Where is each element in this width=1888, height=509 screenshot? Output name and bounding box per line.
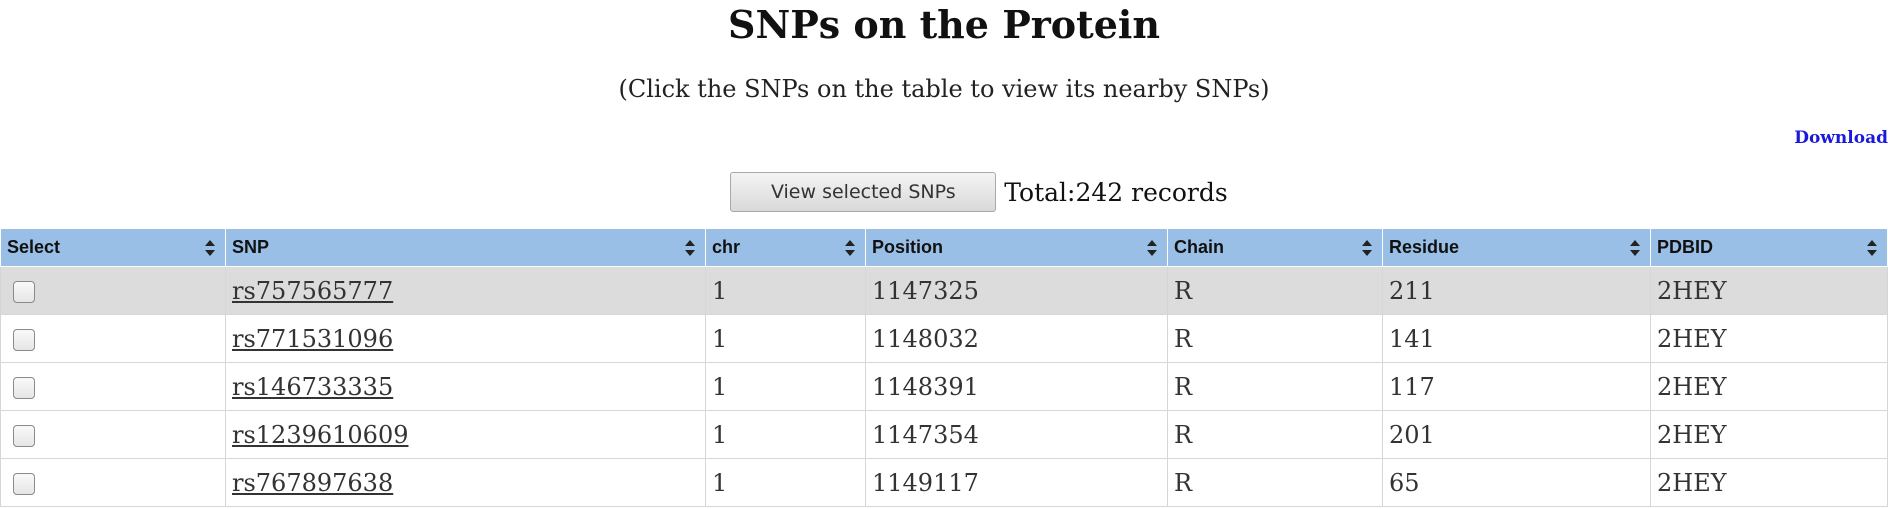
position-cell: 1148032 xyxy=(865,314,1168,363)
snp-cell: rs1239610609 xyxy=(225,410,706,459)
page-subtitle: (Click the SNPs on the table to view its… xyxy=(618,75,1270,103)
chain-cell: R xyxy=(1167,362,1383,411)
snp-table: Select SNP chr Position Chain Residue PD… xyxy=(0,228,1888,507)
table-row: rs146733335 1 1148391 R 117 2HEY xyxy=(0,362,1888,411)
view-selected-snps-button[interactable]: View selected SNPs xyxy=(730,172,997,212)
snp-link[interactable]: rs146733335 xyxy=(232,372,394,401)
row-checkbox[interactable] xyxy=(13,281,35,303)
column-header-position[interactable]: Position xyxy=(865,228,1168,267)
sort-icon[interactable] xyxy=(845,240,855,256)
residue-cell: 65 xyxy=(1382,458,1651,507)
position-cell: 1147354 xyxy=(865,410,1168,459)
sort-icon[interactable] xyxy=(1147,240,1157,256)
chain-cell: R xyxy=(1167,458,1383,507)
position-cell: 1148391 xyxy=(865,362,1168,411)
column-header-label: Position xyxy=(872,237,943,257)
snp-cell: rs146733335 xyxy=(225,362,706,411)
pdbid-cell: 2HEY xyxy=(1650,266,1888,315)
toolbar: View selected SNPs Total:242 records xyxy=(0,172,1888,212)
column-header-snp[interactable]: SNP xyxy=(225,228,706,267)
residue-cell: 117 xyxy=(1382,362,1651,411)
column-header-chain[interactable]: Chain xyxy=(1167,228,1383,267)
position-cell: 1147325 xyxy=(865,266,1168,315)
snp-cell: rs767897638 xyxy=(225,458,706,507)
column-header-label: Select xyxy=(7,237,61,257)
sort-icon[interactable] xyxy=(1362,240,1372,256)
column-header-residue[interactable]: Residue xyxy=(1382,228,1651,267)
column-header-label: chr xyxy=(712,237,741,257)
table-row: rs757565777 1 1147325 R 211 2HEY xyxy=(0,266,1888,315)
snp-cell: rs771531096 xyxy=(225,314,706,363)
column-header-label: PDBID xyxy=(1657,237,1714,257)
chain-cell: R xyxy=(1167,266,1383,315)
row-checkbox[interactable] xyxy=(13,329,35,351)
chr-cell: 1 xyxy=(705,410,866,459)
residue-cell: 201 xyxy=(1382,410,1651,459)
select-cell xyxy=(0,410,226,459)
chr-cell: 1 xyxy=(705,458,866,507)
chain-cell: R xyxy=(1167,314,1383,363)
sort-icon[interactable] xyxy=(1867,240,1877,256)
snp-link[interactable]: rs771531096 xyxy=(232,324,394,353)
pdbid-cell: 2HEY xyxy=(1650,362,1888,411)
select-cell xyxy=(0,458,226,507)
sort-icon[interactable] xyxy=(1630,240,1640,256)
chr-cell: 1 xyxy=(705,314,866,363)
column-header-label: Chain xyxy=(1174,237,1225,257)
row-checkbox[interactable] xyxy=(13,425,35,447)
column-header-chr[interactable]: chr xyxy=(705,228,866,267)
column-header-label: SNP xyxy=(232,237,270,257)
position-cell: 1149117 xyxy=(865,458,1168,507)
column-header-pdbid[interactable]: PDBID xyxy=(1650,228,1888,267)
sort-icon[interactable] xyxy=(205,240,215,256)
residue-cell: 141 xyxy=(1382,314,1651,363)
table-row: rs1239610609 1 1147354 R 201 2HEY xyxy=(0,410,1888,459)
select-cell xyxy=(0,314,226,363)
download-link[interactable]: Download xyxy=(1794,128,1888,148)
chr-cell: 1 xyxy=(705,362,866,411)
total-records: Total:242 records xyxy=(1004,177,1228,207)
chr-cell: 1 xyxy=(705,266,866,315)
residue-cell: 211 xyxy=(1382,266,1651,315)
snp-link[interactable]: rs757565777 xyxy=(232,276,394,305)
table-row: rs767897638 1 1149117 R 65 2HEY xyxy=(0,458,1888,507)
select-cell xyxy=(0,362,226,411)
column-header-select[interactable]: Select xyxy=(0,228,226,267)
snp-link[interactable]: rs1239610609 xyxy=(232,420,409,449)
pdbid-cell: 2HEY xyxy=(1650,458,1888,507)
column-header-label: Residue xyxy=(1389,237,1460,257)
chain-cell: R xyxy=(1167,410,1383,459)
table-row: rs771531096 1 1148032 R 141 2HEY xyxy=(0,314,1888,363)
row-checkbox[interactable] xyxy=(13,377,35,399)
pdbid-cell: 2HEY xyxy=(1650,314,1888,363)
pdbid-cell: 2HEY xyxy=(1650,410,1888,459)
table-header-row: Select SNP chr Position Chain Residue PD… xyxy=(0,228,1888,267)
select-cell xyxy=(0,266,226,315)
page-title: SNPs on the Protein xyxy=(728,2,1160,47)
snp-cell: rs757565777 xyxy=(225,266,706,315)
snp-link[interactable]: rs767897638 xyxy=(232,468,394,497)
sort-icon[interactable] xyxy=(685,240,695,256)
row-checkbox[interactable] xyxy=(13,473,35,495)
